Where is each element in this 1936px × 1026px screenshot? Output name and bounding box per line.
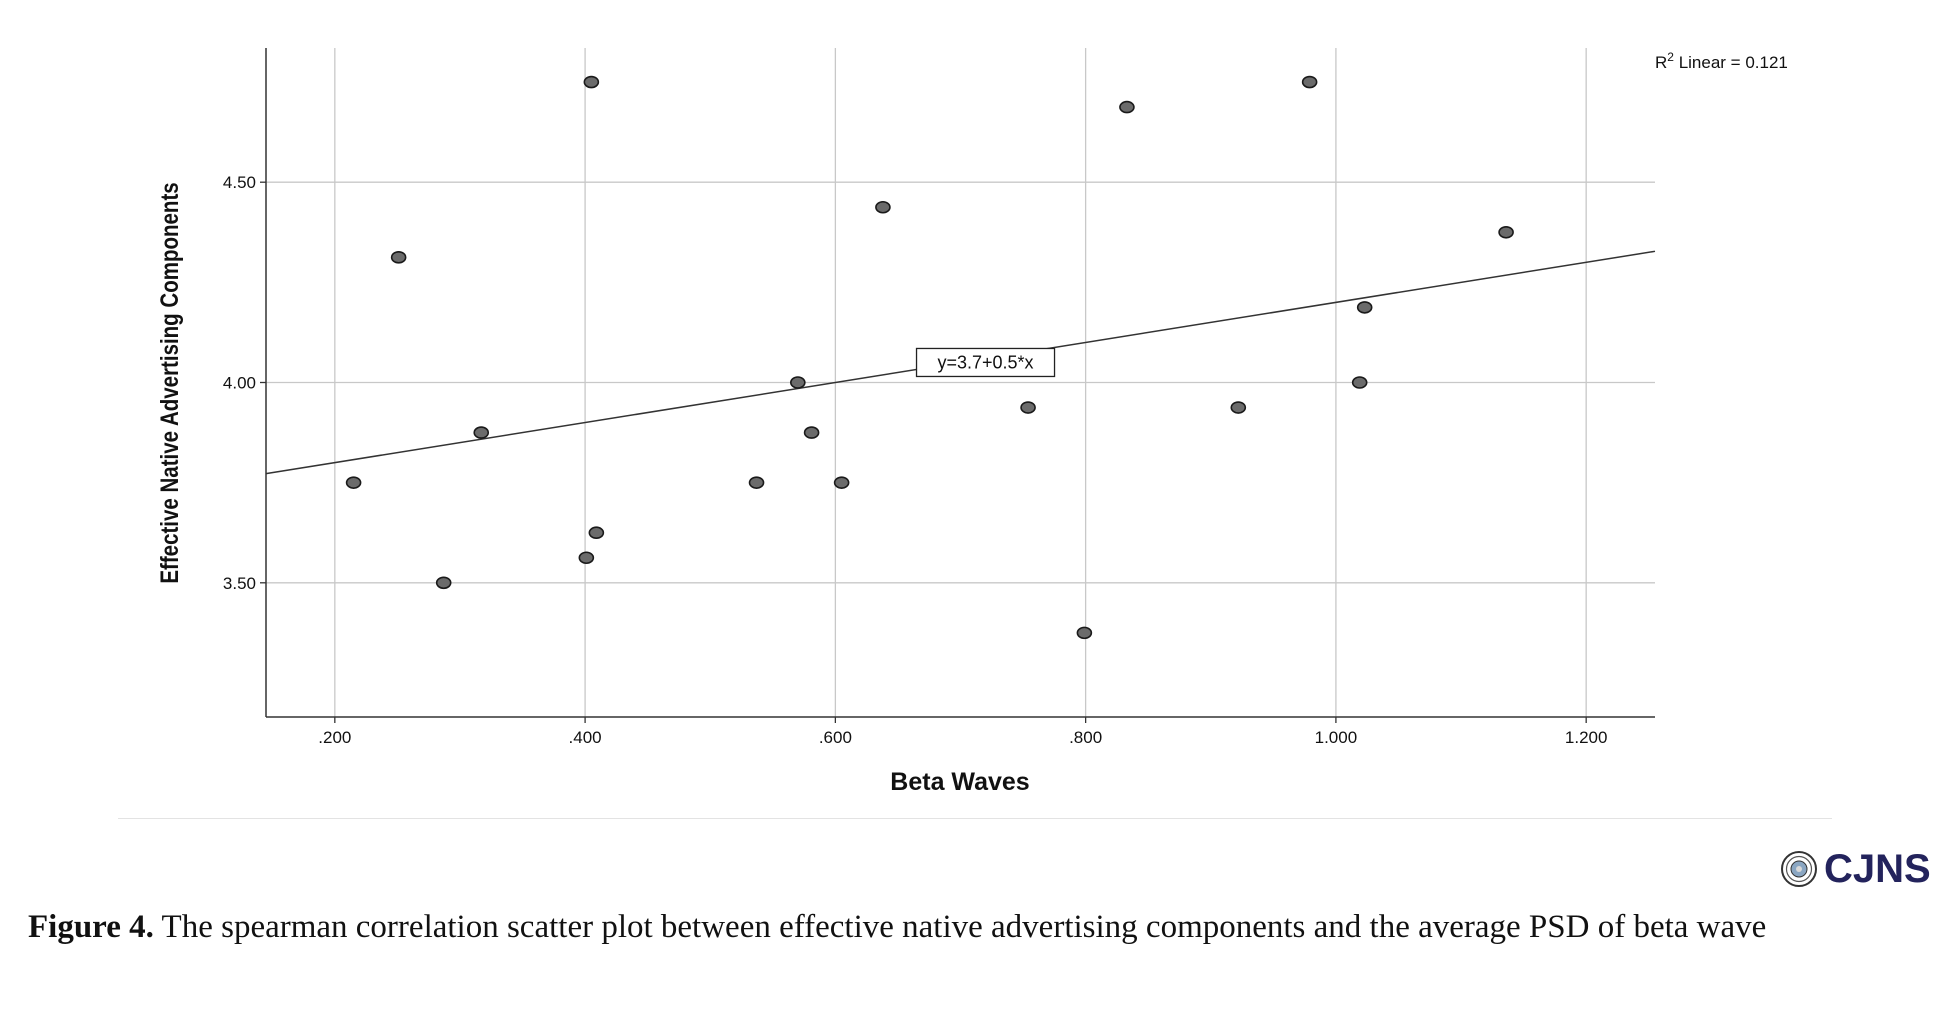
r2-label: R2 Linear = 0.121 [1655, 50, 1788, 72]
y-axis-title: Effective Native Advertising Components [155, 182, 183, 583]
scatter-point [578, 551, 595, 565]
caption-label: Figure 4. [28, 909, 154, 945]
scatter-point [583, 75, 600, 89]
divider [118, 818, 1832, 819]
tick-labels: .200 .400 .600 .800 1.000 1.200 3.50 4.00 4.50 [223, 173, 1608, 747]
r2-prefix: R [1655, 53, 1667, 72]
scatter-point [833, 476, 850, 489]
scatter-point [1230, 401, 1247, 414]
equation-box [915, 347, 1056, 378]
scatter-point [875, 200, 891, 214]
r2-sup: 2 [1667, 50, 1674, 64]
scatter-point [588, 526, 605, 540]
grid-lines [266, 48, 1655, 717]
scatter-point [1356, 301, 1373, 314]
scatter-point [435, 576, 452, 590]
r2-text: Linear = 0.121 [1674, 53, 1788, 72]
scatter-point [1351, 376, 1368, 389]
seal-icon [1781, 851, 1817, 887]
scatter-point [345, 476, 362, 489]
scatter-point [790, 376, 806, 389]
y-tick-label: 4.00 [223, 374, 256, 393]
figure-caption: Figure 4. The spearman correlation scatt… [28, 904, 1928, 950]
scatter-point [390, 251, 407, 264]
journal-logo: CJNS [1780, 846, 1931, 891]
scatter-point [748, 476, 765, 489]
scatter-point [473, 426, 490, 439]
scatter-point [1076, 626, 1093, 640]
x-tick-label: .600 [819, 728, 852, 747]
x-tick-label: 1.200 [1565, 728, 1608, 747]
x-tick-label: .200 [318, 728, 351, 747]
y-tick-label: 3.50 [223, 574, 256, 593]
scatter-point [1498, 225, 1514, 239]
data-points [345, 75, 1514, 640]
scatter-point [803, 426, 820, 439]
scatter-chart: .200 .400 .600 .800 1.000 1.200 3.50 4.00 4.50 y… [155, 48, 1788, 796]
equation-label: y=3.7+0.5*x [937, 352, 1033, 372]
scatter-point [1020, 401, 1036, 414]
scatter-point [1119, 100, 1135, 114]
scatter-point [1301, 75, 1318, 89]
axes [260, 48, 1655, 723]
logo-text: CJNS [1824, 846, 1931, 891]
x-tick-label: 1.000 [1315, 728, 1358, 747]
x-tick-label: .800 [1069, 728, 1102, 747]
x-axis-title: Beta Waves [890, 768, 1029, 796]
caption-text: The spearman correlation scatter plot be… [153, 909, 1767, 945]
regression-line-group: y=3.7+0.5*x [265, 250, 1656, 475]
x-tick-label: .400 [569, 728, 602, 747]
y-tick-label: 4.50 [223, 173, 256, 192]
